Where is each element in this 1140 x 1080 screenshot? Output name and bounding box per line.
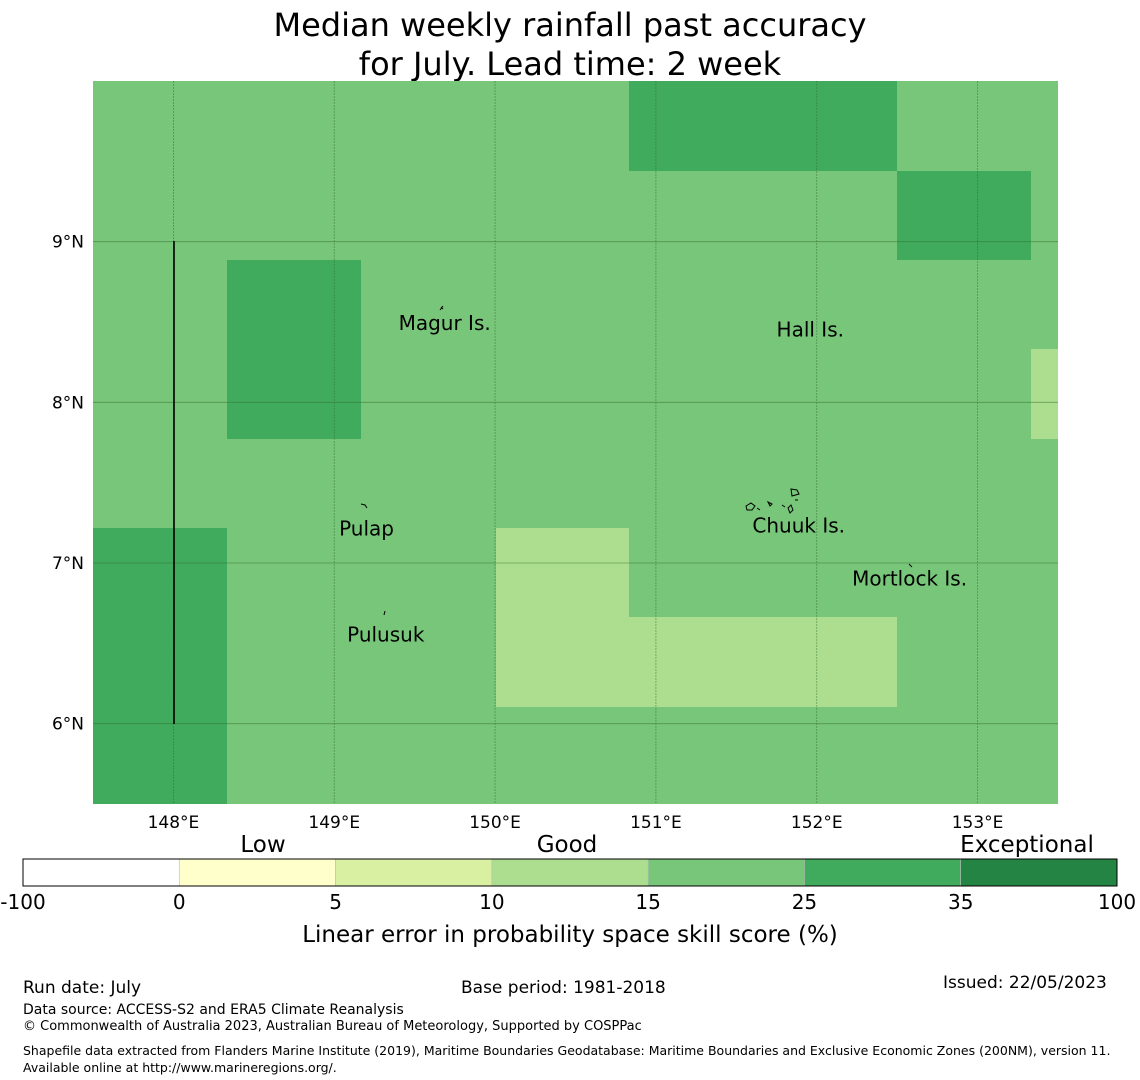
place-label: Hall Is. bbox=[777, 317, 844, 341]
place-labels: Magur Is. Hall Is. Pulap Chuuk Is. Mortlock … bbox=[339, 311, 967, 647]
colorbar-tick-label: 35 bbox=[948, 890, 973, 914]
colorbar-tick-label: 10 bbox=[479, 890, 504, 914]
place-label: Mortlock Is. bbox=[852, 566, 967, 590]
island-outlines bbox=[360, 305, 913, 616]
skill-score-grid bbox=[93, 81, 1058, 804]
base-period: Base period: 1981-2018 bbox=[461, 978, 666, 998]
x-tick-label: 153°E bbox=[952, 813, 1004, 833]
colorbar-tick-label: 5 bbox=[329, 890, 342, 914]
colorbar-tick-label: -100 bbox=[0, 890, 45, 914]
place-label: Pulusuk bbox=[347, 623, 425, 647]
place-label: Pulap bbox=[339, 517, 394, 541]
y-tick-label: 9°N bbox=[52, 233, 84, 253]
chuuk-lagoon-shape bbox=[745, 488, 800, 514]
place-label: Chuuk Is. bbox=[752, 513, 845, 537]
field-cell-band-10-15 bbox=[629, 617, 897, 707]
run-date: Run date: July bbox=[23, 978, 142, 998]
y-tick-label: 7°N bbox=[52, 554, 84, 574]
x-tick-label: 149°E bbox=[308, 813, 360, 833]
colorbar-segment bbox=[960, 858, 1118, 887]
data-source: Data source: ACCESS-S2 and ERA5 Climate … bbox=[23, 1002, 404, 1018]
map-gridlines bbox=[93, 81, 1058, 804]
x-tick-label: 151°E bbox=[630, 813, 682, 833]
map-axis-ticks: 148°E 149°E 150°E 151°E 152°E 153°E 9°N 8°N 7°N 6… bbox=[52, 233, 1003, 833]
x-tick-label: 152°E bbox=[791, 813, 843, 833]
mortlock-island-shape bbox=[908, 563, 913, 568]
pulap-island-shape bbox=[360, 503, 368, 509]
shapefile-credit: Shapefile data extracted from Flanders M… bbox=[23, 1043, 1111, 1075]
colorbar-segment bbox=[491, 858, 649, 887]
magur-island-shape bbox=[439, 305, 444, 311]
map-title-line-2: for July. Lead time: 2 week bbox=[358, 45, 782, 83]
colorbar-segment bbox=[178, 858, 336, 887]
colorbar-tick-label: 0 bbox=[173, 890, 186, 914]
colorbar-category-label: Low bbox=[240, 832, 285, 858]
colorbar-segment bbox=[22, 858, 180, 887]
colorbar-axis-label: Linear error in probability space skill … bbox=[302, 922, 838, 948]
pulusuk-island-shape bbox=[383, 610, 386, 616]
colorbar-tick-label: 15 bbox=[635, 890, 660, 914]
place-label: Magur Is. bbox=[399, 311, 491, 335]
colorbar-segment bbox=[804, 858, 962, 887]
colorbar-tick-label: 100 bbox=[1098, 890, 1136, 914]
copyright-notice: © Commonwealth of Australia 2023, Austra… bbox=[23, 1019, 642, 1034]
colorbar: -100 0 5 10 15 25 35 100 Low Good Exceptional Linea… bbox=[0, 832, 1136, 948]
colorbar-category-label: Good bbox=[537, 832, 598, 858]
colorbar-segment bbox=[647, 858, 805, 887]
x-tick-label: 150°E bbox=[469, 813, 521, 833]
field-cell-band-25-35 bbox=[897, 171, 1031, 260]
colorbar-frame bbox=[22, 858, 1118, 887]
y-tick-label: 8°N bbox=[52, 393, 84, 413]
field-cell-band-10-15 bbox=[1031, 349, 1058, 439]
field-cell-band-10-15 bbox=[496, 528, 629, 707]
y-tick-label: 6°N bbox=[52, 715, 84, 735]
x-tick-label: 148°E bbox=[148, 813, 200, 833]
skill-score-map: 148°E 149°E 150°E 151°E 152°E 153°E 9°N 8°N 7°N 6… bbox=[0, 81, 1136, 948]
map-title-line-1: Median weekly rainfall past accuracy bbox=[273, 6, 867, 44]
field-cell-band-25-35 bbox=[629, 81, 897, 171]
colorbar-category-label: Exceptional bbox=[960, 832, 1094, 858]
colorbar-tick-label: 25 bbox=[792, 890, 817, 914]
issued-date: Issued: 22/05/2023 bbox=[943, 973, 1107, 993]
field-cell-band-25-35 bbox=[93, 528, 227, 804]
field-cell-band-25-35 bbox=[227, 260, 361, 439]
colorbar-segment bbox=[335, 858, 493, 887]
